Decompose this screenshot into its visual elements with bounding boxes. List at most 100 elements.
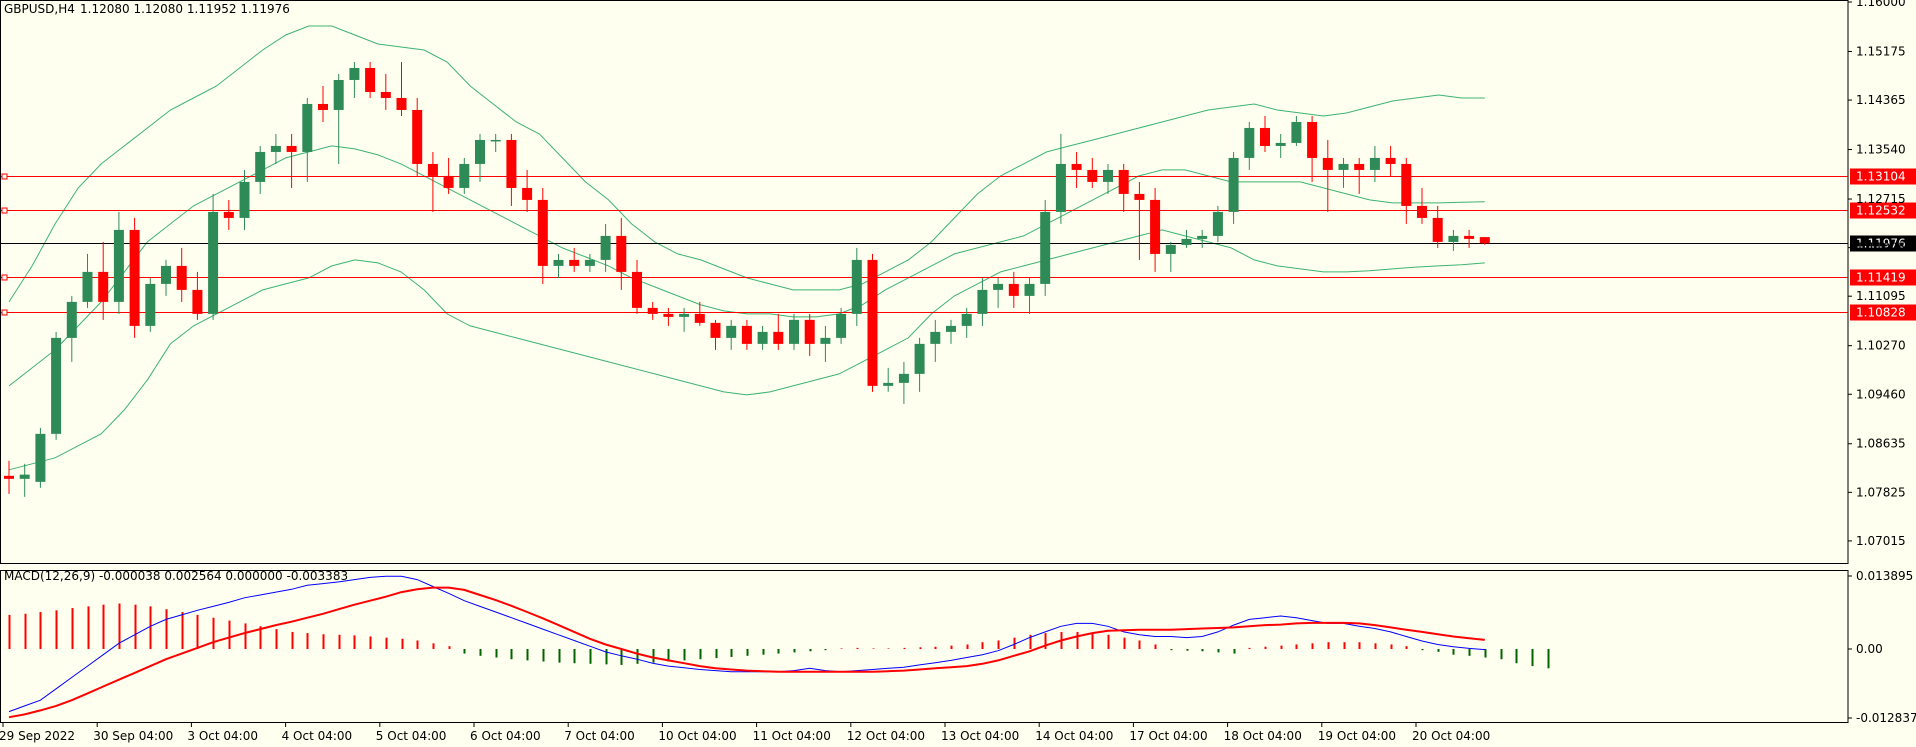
current-price-tag-label: 1.11976 — [1856, 237, 1906, 251]
candle-bull — [1448, 235, 1459, 242]
candle-bear — [1008, 283, 1019, 296]
candle-bull — [66, 301, 77, 338]
x-tick-label: 18 Oct 04:00 — [1224, 729, 1302, 743]
candle-bull — [490, 139, 501, 142]
candle-bull — [1369, 157, 1380, 170]
level-line-tag-label: 1.11419 — [1856, 271, 1906, 285]
price-tick-label: 1.15175 — [1856, 44, 1906, 58]
price-tick-label: 1.10270 — [1856, 339, 1906, 353]
candle-bull — [679, 313, 690, 317]
current-price-tag — [1850, 235, 1916, 252]
candle-bull — [946, 325, 956, 332]
x-tick-label: 13 Oct 04:00 — [941, 729, 1019, 743]
candle-bear — [223, 211, 234, 218]
candle-bull — [757, 331, 768, 344]
candle-bear — [867, 259, 878, 386]
x-tick-label: 3 Oct 04:00 — [187, 729, 258, 743]
candle-bull — [475, 139, 485, 164]
candle-bull — [726, 325, 737, 338]
candle-bear — [380, 91, 391, 98]
candle-bull — [1275, 142, 1286, 146]
candle-bear — [1307, 121, 1318, 158]
candle-bull — [914, 343, 925, 374]
ohlc-header: 1.12080 1.12080 1.11952 1.11976 — [80, 2, 290, 16]
candle-bull — [1181, 238, 1192, 245]
candle-bull — [349, 67, 360, 80]
candle-bear — [1385, 157, 1396, 164]
candle-bull — [1197, 235, 1208, 239]
candle-bear — [98, 271, 109, 302]
candle-bull — [1244, 127, 1255, 158]
price-tick-label: 1.12715 — [1856, 192, 1906, 206]
candle-bear — [741, 325, 752, 344]
candle-bull — [1024, 283, 1035, 296]
candle-bull — [333, 79, 344, 110]
candle-bear — [804, 319, 815, 344]
macd-header: MACD(12,26,9) -0.000038 0.002564 0.00000… — [4, 569, 348, 583]
macd-pane[interactable] — [8, 575, 1550, 719]
level-line-tag-label: 1.10828 — [1856, 306, 1906, 320]
level-line-anchor — [1, 274, 8, 281]
candle-bear — [710, 322, 721, 338]
candle-bear — [1071, 163, 1082, 170]
candle-bull — [1212, 211, 1223, 236]
candle-bear — [412, 109, 423, 164]
x-tick-label: 7 Oct 04:00 — [564, 729, 635, 743]
candle-bull — [977, 289, 988, 314]
candle-bear — [1401, 163, 1412, 206]
x-tick-label: 29 Sep 2022 — [0, 729, 75, 743]
price-tick-label: 1.07825 — [1856, 485, 1906, 499]
candle-bear — [569, 259, 580, 266]
level-line-anchor — [1, 309, 8, 316]
candle-bull — [239, 181, 250, 218]
candle-bull — [789, 319, 799, 344]
candle-bear — [1150, 199, 1161, 254]
candle-bear — [176, 265, 187, 290]
price-tick-label: 1.08635 — [1856, 437, 1906, 451]
candle-bull — [1055, 163, 1066, 212]
candle-bull — [161, 265, 171, 284]
candle-bear — [773, 331, 784, 344]
candle-bear — [1432, 217, 1443, 242]
candle-bear — [506, 139, 517, 188]
price-tick-label: 1.11095 — [1856, 289, 1906, 303]
level-line-anchor — [1, 207, 8, 214]
symbol-header: GBPUSD,H4 — [4, 2, 75, 16]
level-line-tag-label: 1.13104 — [1856, 170, 1906, 184]
candle-bull — [19, 474, 30, 479]
candle-bear — [443, 175, 454, 188]
macd-line — [8, 575, 1485, 713]
candle-bull — [1291, 121, 1302, 143]
x-tick-label: 12 Oct 04:00 — [847, 729, 925, 743]
candle-bear — [1087, 169, 1098, 182]
candle-bull — [1103, 169, 1113, 182]
candle-bull — [459, 163, 470, 188]
level-line-tag — [1850, 202, 1916, 219]
macd-tick-label: 0.013895 — [1856, 569, 1913, 583]
candle-bear — [1134, 193, 1145, 200]
candle-bear — [4, 475, 14, 479]
candle-bull — [883, 382, 894, 386]
level-line-tag — [1850, 269, 1916, 286]
candle-bear — [1464, 235, 1475, 239]
candle-bull — [961, 313, 972, 326]
price-pane[interactable]: 1.13104 1.12532 1.11419 1.10828 1.11976 — [0, 25, 1916, 497]
candle-bear — [318, 103, 328, 110]
bollinger-middle — [8, 145, 1485, 387]
candle-bull — [82, 271, 93, 302]
candle-bear — [1354, 163, 1365, 170]
candle-bear — [663, 313, 674, 317]
x-tick-label: 6 Oct 04:00 — [470, 729, 541, 743]
candle-bear — [1479, 237, 1490, 244]
candle-bear — [1417, 205, 1427, 218]
candle-bull — [208, 211, 219, 314]
candle-bull — [600, 235, 611, 260]
x-tick-label: 11 Oct 04:00 — [753, 729, 831, 743]
price-tick-label: 1.14365 — [1856, 93, 1906, 107]
candle-bull — [898, 373, 909, 383]
level-line-anchor — [1, 173, 8, 180]
candle-bull — [553, 259, 564, 266]
